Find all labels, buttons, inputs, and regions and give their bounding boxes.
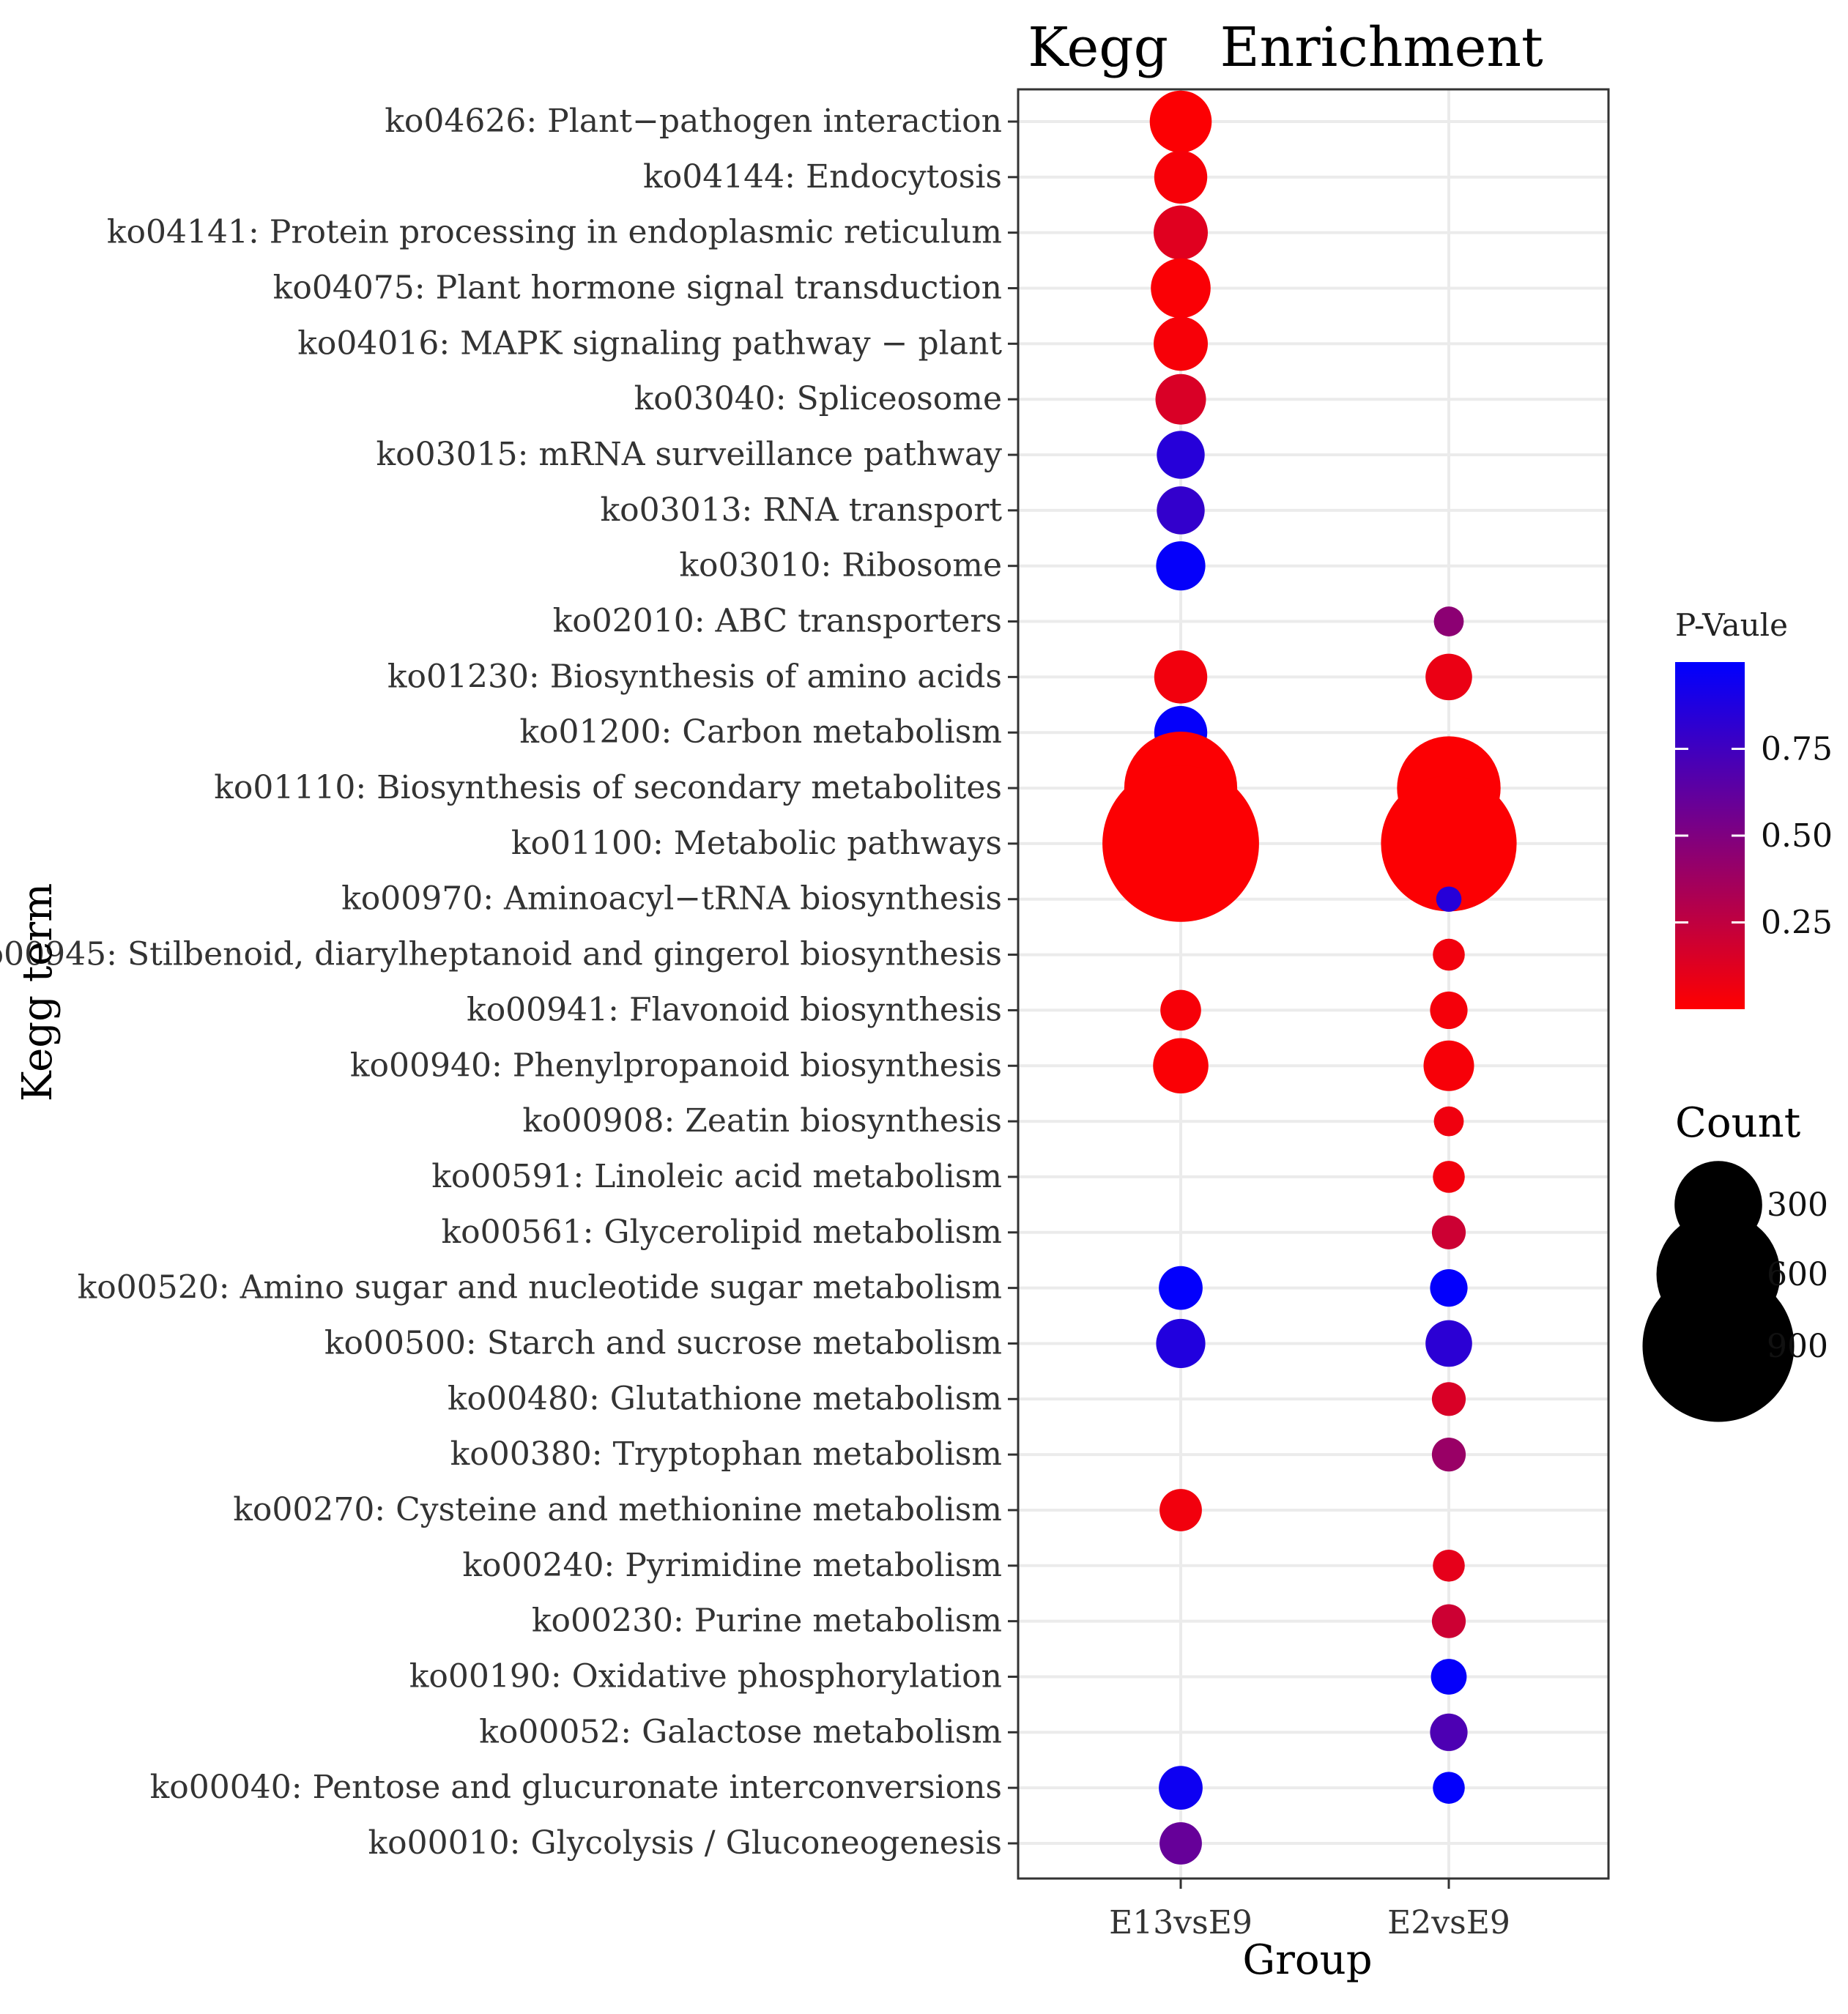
data-point: [1433, 1106, 1464, 1137]
data-point: [1159, 1766, 1203, 1810]
y-tick-label: ko00052: Galactose metabolism: [479, 1713, 1002, 1750]
panel-background: [1018, 89, 1608, 1879]
data-point: [1149, 90, 1212, 153]
y-tick-label: ko01110: Biosynthesis of secondary metab…: [214, 769, 1002, 806]
y-tick-label: ko04075: Plant hormone signal transducti…: [273, 270, 1002, 307]
y-tick-label: ko00940: Phenylpropanoid biosynthesis: [350, 1047, 1002, 1084]
data-point: [1154, 316, 1208, 371]
data-point: [1423, 1040, 1474, 1091]
data-point: [1433, 938, 1465, 971]
y-tick-label: ko00380: Tryptophan metabolism: [450, 1435, 1002, 1473]
data-point: [1433, 606, 1464, 636]
data-points: [1102, 90, 1517, 1865]
y-tick-label: ko00240: Pyrimidine metabolism: [462, 1547, 1002, 1584]
data-point: [1425, 1320, 1472, 1367]
data-point: [1157, 431, 1205, 479]
y-tick-label: ko00908: Zeatin biosynthesis: [522, 1102, 1002, 1140]
pvalue-legend-title: P-Vaule: [1675, 607, 1788, 643]
data-point: [1154, 205, 1208, 260]
y-tick-label: ko00270: Cysteine and methionine metabol…: [233, 1491, 1002, 1528]
y-tick-label: ko04144: Endocytosis: [643, 158, 1002, 196]
y-tick-label: ko00500: Starch and sucrose metabolism: [324, 1324, 1002, 1361]
y-tick-label: ko00941: Flavonoid biosynthesis: [467, 991, 1002, 1028]
data-point: [1159, 1266, 1203, 1310]
count-legend-label: 900: [1767, 1328, 1828, 1365]
data-point: [1433, 1550, 1465, 1582]
y-tick-label: ko00520: Amino sugar and nucleotide suga…: [78, 1269, 1002, 1307]
y-tick-label: ko00561: Glycerolipid metabolism: [441, 1214, 1002, 1251]
y-tick-label: ko03015: mRNA surveillance pathway: [376, 436, 1002, 473]
y-tick-label: ko03040: Spliceosome: [634, 380, 1002, 417]
data-point: [1430, 1713, 1468, 1751]
y-tick-label: ko02010: ABC transporters: [553, 603, 1002, 640]
y-tick-label: ko01230: Biosynthesis of amino acids: [387, 658, 1002, 695]
data-point: [1159, 1822, 1202, 1865]
data-point: [1425, 653, 1472, 701]
data-point: [1102, 765, 1259, 922]
x-axis-title: Group: [1242, 1936, 1372, 1984]
y-tick-label: ko00230: Purine metabolism: [532, 1602, 1002, 1640]
data-point: [1160, 989, 1201, 1031]
data-point: [1433, 1161, 1465, 1193]
chart-title: Kegg Enrichment: [1028, 16, 1543, 79]
colorbar-tick-label: 0.25: [1761, 904, 1833, 942]
y-tick-label: ko04016: MAPK signaling pathway − plant: [297, 324, 1002, 362]
y-tick-label: ko00480: Glutathione metabolism: [448, 1380, 1002, 1417]
colorbar-tick-label: 0.50: [1761, 817, 1833, 855]
plot-panel: [1017, 88, 1610, 1880]
count-legend: Count 300 600 900: [1642, 1099, 1828, 1422]
x-axis: E13vsE9 E2vsE9: [1109, 1879, 1510, 1941]
count-legend-label: 300: [1767, 1186, 1828, 1224]
data-point: [1431, 1604, 1466, 1638]
data-point: [1153, 1038, 1209, 1094]
y-tick-label: ko00591: Linoleic acid metabolism: [431, 1158, 1002, 1195]
data-point: [1154, 150, 1208, 204]
data-point: [1431, 1438, 1466, 1472]
y-tick-label: ko00190: Oxidative phosphorylation: [409, 1657, 1002, 1695]
y-tick-label: ko04626: Plant−pathogen interaction: [385, 103, 1002, 140]
count-legend-key: [1642, 1270, 1795, 1422]
x-tick-label: E13vsE9: [1109, 1904, 1253, 1941]
count-legend-title: Count: [1675, 1099, 1801, 1147]
y-axis-title: Kegg term: [14, 883, 62, 1101]
data-point: [1430, 991, 1468, 1030]
data-point: [1381, 776, 1517, 912]
data-point: [1156, 1318, 1206, 1369]
y-tick-label: ko03010: Ribosome: [679, 547, 1002, 584]
data-point: [1431, 1382, 1466, 1416]
data-point: [1157, 486, 1205, 535]
data-point: [1159, 1489, 1202, 1531]
y-tick-label: ko03013: RNA transport: [600, 491, 1002, 529]
data-point: [1430, 1659, 1467, 1695]
y-axis: ko04626: Plant−pathogen interaction ko041…: [0, 103, 1018, 1862]
panel-border: [1017, 88, 1610, 1880]
colorbar-tick-label: 0.75: [1761, 731, 1833, 768]
data-point: [1154, 650, 1208, 704]
y-tick-label: ko00010: Glycolysis / Gluconeogenesis: [368, 1824, 1002, 1862]
data-point: [1436, 886, 1462, 913]
y-tick-label: ko01200: Carbon metabolism: [519, 713, 1002, 751]
data-point: [1156, 541, 1206, 591]
data-point: [1151, 258, 1211, 319]
data-point: [1155, 374, 1206, 425]
data-point: [1433, 1772, 1465, 1804]
y-tick-label: ko00945: Stilbenoid, diarylheptanoid and…: [0, 936, 1002, 973]
pvalue-legend: P-Vaule 0.25 0.50 0.75: [1675, 607, 1833, 1009]
x-tick-label: E2vsE9: [1387, 1904, 1510, 1941]
y-tick-label: ko04141: Protein processing in endoplasm…: [107, 214, 1002, 251]
y-tick-label: ko00040: Pentose and glucuronate interco…: [150, 1769, 1002, 1806]
y-tick-label: ko00970: Aminoacyl−tRNA biosynthesis: [341, 880, 1002, 918]
y-tick-label: ko01100: Metabolic pathways: [511, 825, 1002, 862]
pvalue-legend-ticks: 0.25 0.50 0.75: [1675, 731, 1833, 942]
data-point: [1430, 1269, 1468, 1307]
data-point: [1431, 1215, 1466, 1249]
count-legend-label: 600: [1767, 1256, 1828, 1293]
